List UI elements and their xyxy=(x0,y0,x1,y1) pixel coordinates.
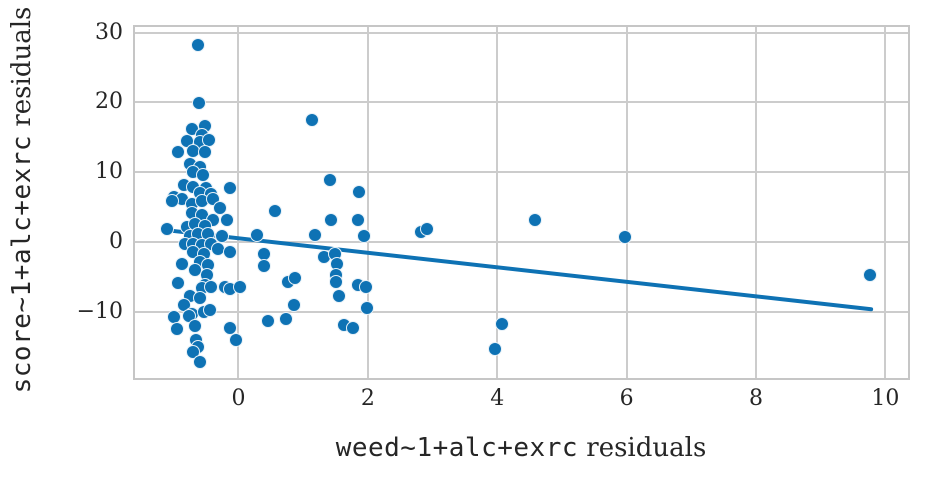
scatter-point xyxy=(267,204,282,219)
scatter-point xyxy=(197,144,212,159)
scatter-point xyxy=(249,227,264,242)
x-tick-label: 2 xyxy=(360,386,375,411)
scatter-point xyxy=(287,297,302,312)
gridline-x-4 xyxy=(496,27,499,378)
scatter-point xyxy=(219,212,234,227)
y-tick-label: 10 xyxy=(95,159,123,185)
scatter-point xyxy=(203,302,218,317)
regression-line-layer xyxy=(135,27,908,378)
scatter-point xyxy=(279,312,294,327)
scatter-point xyxy=(323,172,338,187)
scatter-point xyxy=(352,185,367,200)
scatter-point xyxy=(223,181,238,196)
scatter-point xyxy=(618,230,633,245)
gridline-y-10 xyxy=(135,171,908,174)
x-axis-label-suffix: residuals xyxy=(578,433,707,463)
scatter-point xyxy=(304,112,319,127)
x-tick-label: 8 xyxy=(748,386,763,411)
regression-line xyxy=(165,230,871,309)
scatter-point xyxy=(171,276,186,291)
scatter-point xyxy=(212,200,227,215)
gridline-y-30 xyxy=(135,31,908,34)
y-tick-label: 20 xyxy=(95,89,123,115)
scatter-point xyxy=(323,213,338,228)
scatter-point xyxy=(345,320,360,335)
gridline-x-10 xyxy=(884,27,887,378)
scatter-point xyxy=(420,221,435,236)
scatter-point xyxy=(308,227,323,242)
x-axis-label: weed~1+alc+exrc residuals xyxy=(336,433,707,463)
scatter-point xyxy=(192,96,207,111)
scatter-point xyxy=(164,193,179,208)
x-tick-label: 0 xyxy=(231,386,246,411)
scatter-point xyxy=(358,280,373,295)
x-tick-label: 4 xyxy=(490,386,505,411)
scatter-point xyxy=(359,300,374,315)
y-axis-label-code: score~1+alc+exrc xyxy=(7,134,37,394)
scatter-point xyxy=(232,279,247,294)
y-axis-label-suffix: residuals xyxy=(7,6,37,135)
scatter-point xyxy=(288,270,303,285)
x-axis-label-code: weed~1+alc+exrc xyxy=(335,433,579,463)
scatter-point xyxy=(204,279,219,294)
gridline-x-0 xyxy=(237,27,240,378)
scatter-point xyxy=(494,317,509,332)
scatter-point xyxy=(190,38,205,53)
gridline-x-6 xyxy=(625,27,628,378)
y-tick-label: −10 xyxy=(76,298,123,324)
scatter-point xyxy=(527,213,542,228)
x-tick-label: 6 xyxy=(619,386,634,411)
gridline-y-20 xyxy=(135,101,908,104)
scatter-point xyxy=(488,342,503,357)
scatter-point xyxy=(192,354,207,369)
gridline-y-0 xyxy=(135,240,908,243)
gridline-y-−10 xyxy=(135,310,908,313)
scatter-point xyxy=(261,313,276,328)
scatter-point xyxy=(257,258,272,273)
scatter-point xyxy=(160,221,175,236)
y-tick-label: 30 xyxy=(95,19,123,45)
scatter-point xyxy=(192,290,207,305)
plot-area: 0 2 4 6 8 10 30 20 10 0 −10 xyxy=(77,21,910,410)
gridline-x-8 xyxy=(754,27,757,378)
scatter-point xyxy=(171,144,186,159)
scatter-point xyxy=(328,275,343,290)
scatter-point xyxy=(195,167,210,182)
scatter-point xyxy=(356,228,371,243)
scatter-point xyxy=(351,212,366,227)
scatter-point xyxy=(862,268,877,283)
scatter-point xyxy=(228,332,243,347)
scatter-point xyxy=(223,245,238,260)
scatter-point xyxy=(174,256,189,271)
scatter-point xyxy=(188,318,203,333)
y-axis-label: score~1+alc+exrc residuals xyxy=(7,7,37,394)
x-tick-label: 10 xyxy=(871,386,900,411)
gridline-x-2 xyxy=(366,27,369,378)
scatter-point xyxy=(332,288,347,303)
y-tick-label: 0 xyxy=(109,228,123,254)
scatter-point xyxy=(170,322,185,337)
